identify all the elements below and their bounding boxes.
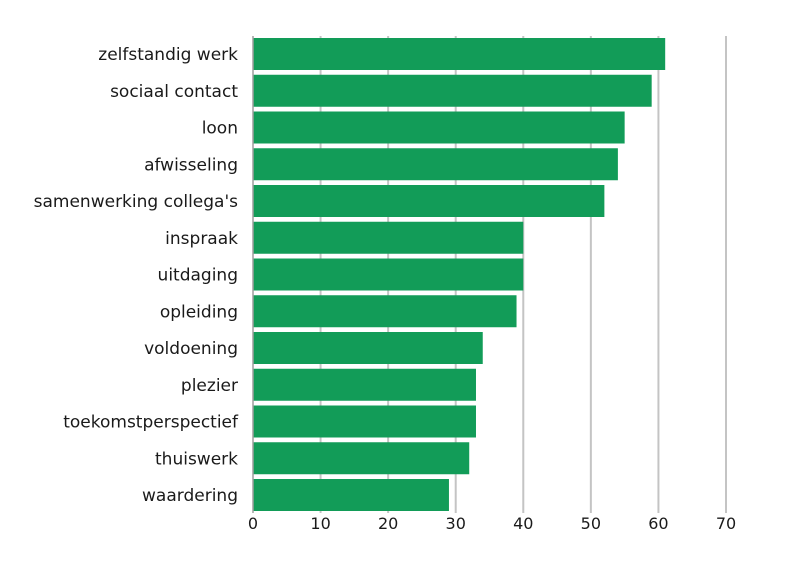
x-tick-10: 10 [310, 514, 330, 533]
bar-0 [253, 38, 666, 70]
bar-4 [253, 185, 605, 217]
bar-3 [253, 148, 618, 181]
category-label-9: plezier [181, 376, 238, 396]
category-label-2: loon [202, 119, 238, 139]
x-tick-30: 30 [446, 514, 466, 533]
x-tick-20: 20 [378, 514, 398, 533]
bar-6 [253, 258, 524, 291]
bar-8 [253, 332, 483, 364]
category-label-0: zelfstandig werk [98, 45, 238, 65]
bar-10 [253, 405, 476, 438]
x-tick-0: 0 [248, 514, 258, 533]
x-tick-50: 50 [581, 514, 601, 533]
category-label-4: samenwerking collega's [34, 192, 238, 212]
category-label-1: sociaal contact [110, 82, 238, 102]
category-label-11: thuiswerk [155, 449, 238, 469]
category-label-6: uitdaging [158, 266, 238, 286]
x-tick-40: 40 [513, 514, 533, 533]
bar-11 [253, 442, 470, 475]
x-tick-labels: 0 10 20 30 40 50 60 70 [248, 514, 736, 533]
bar-7 [253, 295, 517, 328]
category-label-5: inspraak [165, 229, 238, 249]
bars [253, 38, 666, 511]
bar-2 [253, 111, 625, 144]
category-label-3: afwisseling [144, 155, 238, 175]
category-label-12: waardering [142, 486, 238, 506]
category-labels: zelfstandig werk sociaal contact loon afwis… [34, 45, 239, 506]
category-label-8: voldoening [144, 339, 238, 359]
bar-1 [253, 74, 652, 107]
x-tick-70: 70 [716, 514, 736, 533]
bar-5 [253, 221, 524, 254]
bar-9 [253, 368, 476, 401]
x-tick-60: 60 [648, 514, 668, 533]
category-label-10: toekomstperspectief [63, 413, 239, 433]
category-label-7: opleiding [160, 302, 238, 322]
bar-12 [253, 479, 449, 511]
